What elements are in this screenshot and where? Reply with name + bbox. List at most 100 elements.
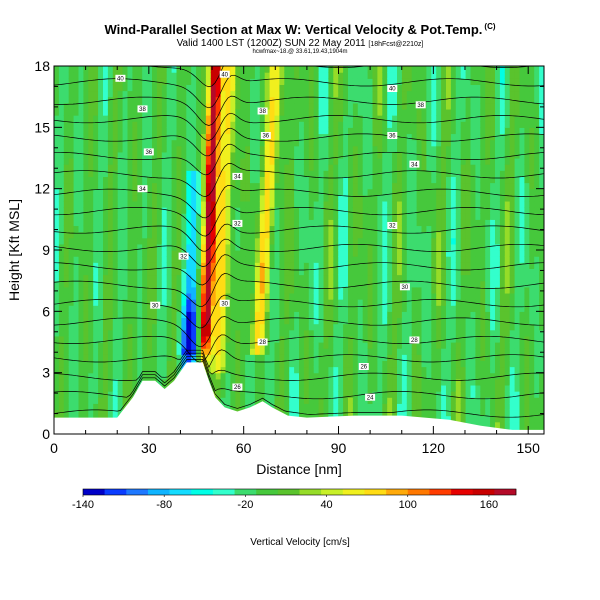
- velocity-cell: [318, 170, 325, 177]
- velocity-cell: [245, 170, 251, 177]
- velocity-cell: [284, 354, 290, 361]
- velocity-cell: [372, 378, 378, 386]
- velocity-cell: [264, 274, 271, 282]
- velocity-cell: [318, 335, 325, 343]
- velocity-cell: [455, 237, 462, 245]
- velocity-cell: [264, 354, 271, 361]
- velocity-cell: [308, 115, 315, 122]
- velocity-cell: [382, 96, 388, 104]
- velocity-cell: [210, 384, 217, 392]
- velocity-cell: [416, 366, 423, 374]
- velocity-cell: [416, 342, 423, 349]
- velocity-cell: [171, 348, 178, 355]
- velocity-cell: [245, 108, 251, 116]
- velocity-cell: [318, 384, 325, 392]
- velocity-cell: [176, 342, 182, 349]
- velocity-cell: [362, 286, 369, 294]
- velocity-cell: [127, 182, 133, 190]
- velocity-cell: [68, 108, 75, 116]
- velocity-cell: [107, 139, 114, 147]
- velocity-cell: [156, 274, 163, 282]
- velocity-cell: [201, 219, 207, 227]
- velocity-cell: [411, 317, 418, 325]
- velocity-cell: [274, 243, 280, 251]
- velocity-cell: [431, 127, 437, 135]
- velocity-cell: [122, 219, 129, 227]
- velocity-cell: [367, 360, 374, 368]
- velocity-cell: [235, 256, 241, 263]
- velocity-cell: [225, 102, 231, 110]
- velocity-cell: [93, 262, 99, 269]
- velocity-cell: [245, 115, 251, 122]
- velocity-cell: [455, 231, 462, 239]
- velocity-cell: [156, 66, 163, 73]
- velocity-cell: [377, 96, 383, 104]
- velocity-cell: [323, 182, 329, 190]
- velocity-cell: [308, 280, 315, 288]
- velocity-cell: [225, 256, 231, 263]
- velocity-cell: [450, 121, 457, 128]
- velocity-cell: [98, 164, 104, 171]
- velocity-cell: [156, 280, 163, 288]
- velocity-cell: [284, 378, 290, 386]
- velocity-cell: [103, 360, 109, 368]
- velocity-cell: [264, 78, 271, 85]
- velocity-cell: [382, 403, 388, 411]
- velocity-cell: [152, 274, 158, 282]
- velocity-cell: [112, 409, 119, 417]
- velocity-cell: [328, 366, 334, 374]
- velocity-cell: [132, 78, 138, 85]
- velocity-cell: [455, 391, 462, 398]
- velocity-cell: [357, 329, 364, 337]
- velocity-cell: [357, 335, 364, 343]
- velocity-cell: [279, 115, 285, 122]
- velocity-cell: [377, 84, 383, 92]
- velocity-cell: [352, 127, 359, 135]
- velocity-cell: [392, 158, 398, 165]
- velocity-cell: [323, 384, 329, 392]
- velocity-cell: [54, 225, 60, 233]
- velocity-cell: [352, 243, 359, 251]
- velocity-cell: [107, 158, 114, 165]
- velocity-cell: [98, 243, 104, 251]
- velocity-cell: [367, 348, 374, 355]
- velocity-cell: [161, 329, 168, 337]
- velocity-cell: [103, 250, 109, 257]
- velocity-cell: [98, 151, 104, 159]
- velocity-cell: [235, 342, 241, 349]
- velocity-cell: [107, 274, 114, 282]
- velocity-cell: [294, 256, 300, 263]
- velocity-cell: [441, 84, 447, 92]
- velocity-cell: [308, 231, 315, 239]
- velocity-cell: [294, 207, 300, 214]
- velocity-cell: [279, 127, 285, 135]
- velocity-cell: [240, 378, 246, 386]
- velocity-cell: [411, 72, 418, 79]
- velocity-cell: [338, 225, 344, 233]
- velocity-cell: [436, 372, 442, 380]
- velocity-cell: [269, 225, 276, 233]
- velocity-cell: [441, 170, 447, 177]
- velocity-cell: [348, 384, 354, 392]
- velocity-cell: [259, 231, 266, 239]
- velocity-cell: [411, 286, 418, 294]
- velocity-cell: [352, 90, 359, 98]
- velocity-cell: [338, 84, 344, 92]
- velocity-cell: [117, 84, 124, 92]
- velocity-cell: [68, 348, 75, 355]
- velocity-cell: [259, 225, 266, 233]
- velocity-cell: [264, 348, 271, 355]
- velocity-cell: [78, 139, 84, 147]
- velocity-cell: [303, 335, 310, 343]
- velocity-cell: [421, 170, 427, 177]
- velocity-cell: [426, 250, 432, 257]
- velocity-cell: [450, 378, 457, 386]
- velocity-cell: [269, 354, 276, 361]
- velocity-cell: [171, 225, 178, 233]
- velocity-cell: [196, 108, 202, 116]
- velocity-cell: [328, 378, 334, 386]
- velocity-cell: [269, 145, 276, 153]
- velocity-cell: [406, 133, 413, 141]
- velocity-cell: [421, 384, 427, 392]
- velocity-cell: [436, 139, 442, 147]
